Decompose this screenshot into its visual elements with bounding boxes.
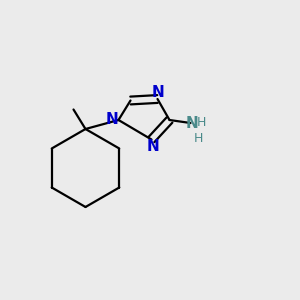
Text: H: H — [193, 131, 203, 145]
Text: H: H — [197, 116, 206, 130]
Text: N: N — [186, 116, 198, 130]
Text: N: N — [147, 139, 159, 154]
Text: N: N — [152, 85, 164, 100]
Text: N: N — [106, 112, 118, 127]
